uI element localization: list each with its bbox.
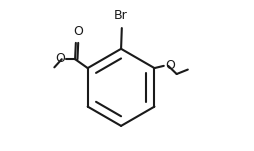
Text: O: O: [55, 52, 65, 65]
Text: Br: Br: [114, 9, 128, 22]
Text: O: O: [73, 25, 83, 38]
Text: O: O: [166, 59, 176, 72]
